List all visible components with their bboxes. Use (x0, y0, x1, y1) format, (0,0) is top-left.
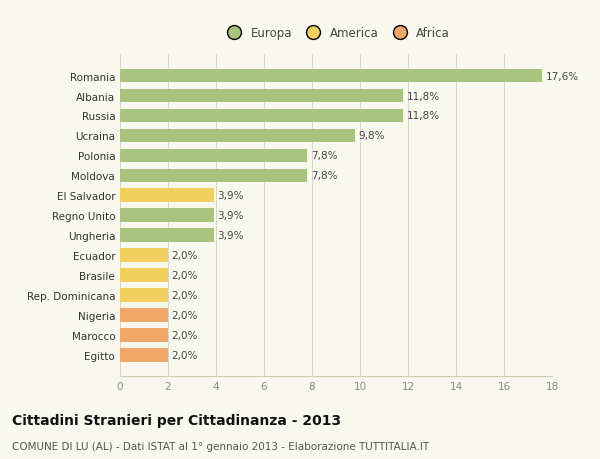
Bar (120, 169, 307, 183)
Text: 17,6%: 17,6% (546, 72, 579, 81)
Text: 2,0%: 2,0% (172, 330, 198, 340)
Bar (120, 209, 214, 223)
Bar (120, 189, 214, 202)
Text: 11,8%: 11,8% (407, 91, 440, 101)
Text: 2,0%: 2,0% (172, 310, 198, 320)
Text: 3,9%: 3,9% (217, 230, 244, 241)
Text: 3,9%: 3,9% (217, 211, 244, 221)
Text: 7,8%: 7,8% (311, 171, 337, 181)
Bar (120, 129, 355, 143)
Text: 11,8%: 11,8% (407, 111, 440, 121)
Text: 2,0%: 2,0% (172, 270, 198, 280)
Bar (120, 149, 307, 163)
Legend: Europa, America, Africa: Europa, America, Africa (217, 22, 455, 45)
Text: 9,8%: 9,8% (359, 131, 385, 141)
Bar (120, 289, 168, 302)
Bar (120, 328, 168, 342)
Bar (120, 90, 403, 103)
Bar (120, 308, 168, 322)
Text: 7,8%: 7,8% (311, 151, 337, 161)
Text: 3,9%: 3,9% (217, 191, 244, 201)
Text: 2,0%: 2,0% (172, 291, 198, 300)
Text: 2,0%: 2,0% (172, 251, 198, 261)
Bar (120, 249, 168, 262)
Bar (120, 70, 542, 83)
Bar (120, 348, 168, 362)
Bar (120, 229, 214, 242)
Bar (120, 269, 168, 282)
Text: 2,0%: 2,0% (172, 350, 198, 360)
Text: Cittadini Stranieri per Cittadinanza - 2013: Cittadini Stranieri per Cittadinanza - 2… (12, 413, 341, 427)
Text: COMUNE DI LU (AL) - Dati ISTAT al 1° gennaio 2013 - Elaborazione TUTTITALIA.IT: COMUNE DI LU (AL) - Dati ISTAT al 1° gen… (12, 441, 429, 451)
Bar (120, 110, 403, 123)
